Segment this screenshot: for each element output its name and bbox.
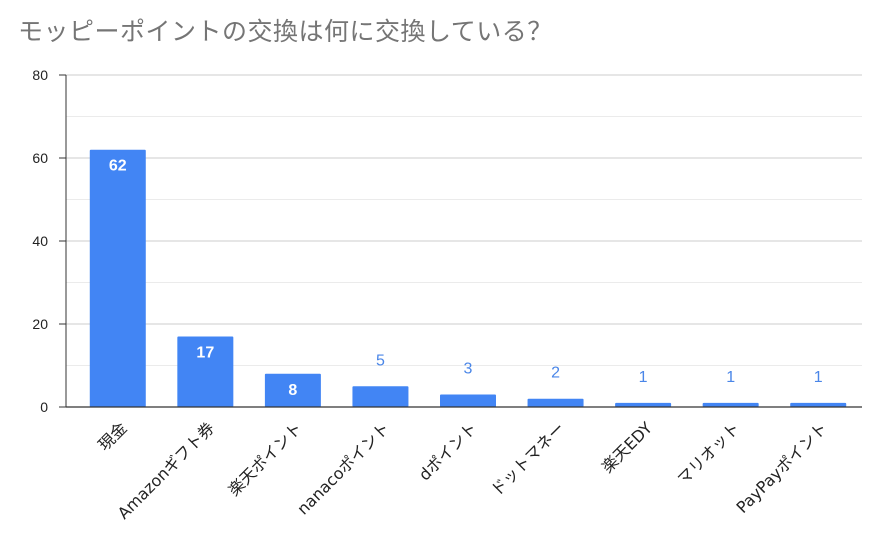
data-label: 5: [376, 352, 385, 369]
bar: [264, 373, 321, 407]
y-tick-label: 20: [32, 316, 48, 332]
bar: [177, 336, 234, 407]
data-label: 62: [109, 158, 127, 175]
y-axis-ticks: 0 20 40 60 80: [32, 67, 66, 415]
data-label: 8: [288, 382, 297, 399]
bar: [702, 402, 759, 407]
data-label: 17: [196, 344, 214, 361]
bar: [527, 398, 584, 407]
data-label: 1: [639, 369, 648, 386]
data-label: 2: [551, 365, 560, 382]
chart-title: モッピーポイントの交換は何に交換している？: [18, 17, 553, 46]
data-label: 3: [464, 361, 473, 378]
y-tick-label: 80: [32, 67, 48, 83]
x-tick-label: 現金: [95, 418, 131, 454]
x-tick-label: dポイント: [415, 418, 481, 484]
y-tick-label: 40: [32, 233, 48, 249]
gridlines: [66, 74, 862, 366]
data-label: 1: [814, 369, 823, 386]
bar: [89, 149, 146, 407]
data-label: 1: [726, 369, 735, 386]
y-tick-label: 0: [40, 399, 48, 415]
bars: 62 17 8 5 3 2 1 1 1: [89, 149, 847, 407]
x-tick-label: マリオット: [673, 418, 743, 488]
bar: [615, 402, 672, 407]
x-tick-label: Amazonギフト券: [114, 418, 218, 522]
x-tick-label: 楽天EDY: [598, 418, 656, 476]
axes: [65, 75, 862, 408]
bar: [790, 402, 847, 407]
x-tick-label: nanacoポイント: [293, 418, 393, 518]
x-tick-label: 楽天ポイント: [224, 418, 305, 499]
bar: [440, 394, 496, 407]
bar: [352, 386, 409, 407]
y-tick-label: 60: [32, 150, 48, 166]
x-axis-labels: 現金Amazonギフト券 楽天ポイントnanacoポイント dポイント ドットマネー楽…: [95, 418, 832, 523]
x-tick-label: ドットマネー: [487, 418, 568, 499]
x-tick-label: PayPayポイント: [732, 418, 831, 517]
